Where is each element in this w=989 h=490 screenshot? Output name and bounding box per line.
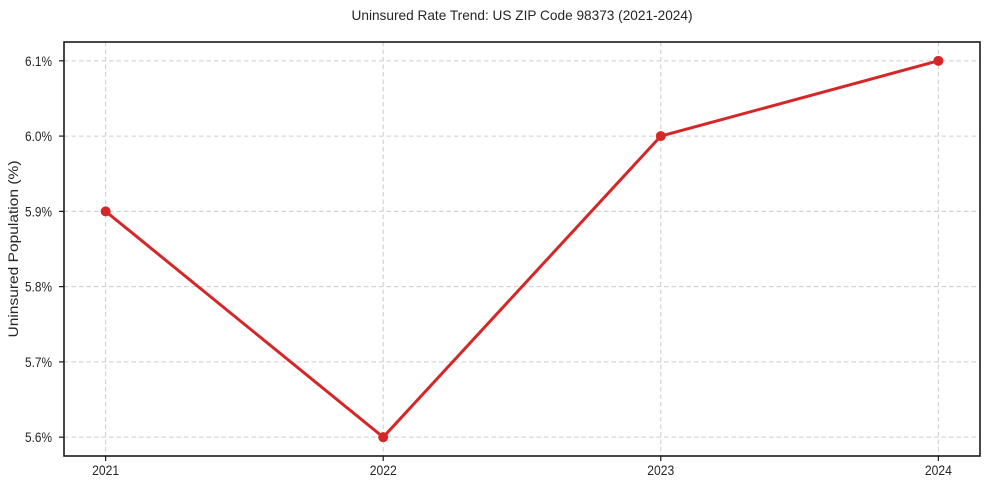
data-point-marker	[655, 131, 666, 142]
trend-line	[104, 59, 940, 439]
y-axis-label: Uninsured Population (%)	[5, 161, 21, 338]
plot-border	[63, 41, 981, 457]
gridlines-layer	[64, 42, 980, 456]
x-tick-label: 2024	[925, 462, 952, 478]
y-tick-label: 5.6%	[25, 429, 52, 445]
data-point-marker	[100, 206, 111, 217]
y-tick-label: 6.1%	[25, 53, 52, 69]
y-tick-label: 5.9%	[25, 203, 52, 219]
x-tick-label: 2023	[647, 462, 674, 478]
y-tick-label: 5.7%	[25, 354, 52, 370]
y-tick-label: 6.0%	[25, 128, 52, 144]
data-point-marker	[933, 55, 944, 66]
x-tick-label: 2021	[92, 462, 119, 478]
chart-title: Uninsured Rate Trend: US ZIP Code 98373 …	[352, 7, 693, 23]
data-point-marker	[378, 432, 389, 443]
axes-layer: 5.6% 5.7% 5.8% 5.9% 6.0% 6.1% 2021 2022 2023 2024	[25, 41, 981, 478]
series-layer	[100, 55, 944, 443]
y-tick-label: 5.8%	[25, 279, 52, 295]
x-tick-label: 2022	[370, 462, 397, 478]
